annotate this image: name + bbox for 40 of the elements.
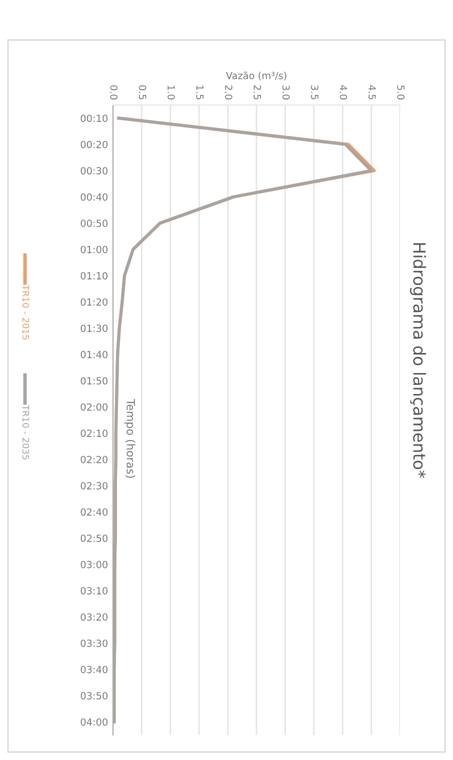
x-tick-label: 0.5 [138, 85, 146, 100]
y-tick-label: 02:00 [80, 403, 108, 411]
text: TR10 - 2035 [22, 404, 30, 460]
y-tick-label: 01:40 [80, 350, 108, 358]
y-tick-label: 01:00 [80, 246, 108, 254]
y-tick-label: 00:50 [80, 220, 108, 227]
x-tick-label: 0.0 [110, 85, 118, 100]
y-tick-label: 01:50 [80, 377, 108, 384]
x-tick-label: 4.0 [340, 85, 348, 100]
y-tick-label: 04:00 [80, 718, 108, 726]
text: Hidrograma do lançamento* [410, 243, 426, 478]
x-axis-title: Vazão (m³/s) [226, 72, 286, 80]
text: TR10 - 2015 [22, 284, 30, 340]
y-tick-label: 01:10 [80, 272, 108, 280]
y-tick-label: 02:50 [80, 534, 108, 542]
y-tick-label: 01:30 [80, 324, 108, 332]
y-axis-title: Tempo (horas) [124, 399, 136, 478]
x-tick-label: 3.0 [282, 85, 290, 100]
x-tick-label: 1.5 [196, 86, 204, 100]
y-tick-label: 03:00 [80, 560, 108, 568]
y-tick-label: 02:40 [80, 508, 108, 516]
y-tick-label: 03:40 [80, 666, 108, 674]
y-tick-label: 03:20 [80, 613, 108, 621]
x-tick-label: 3.5 [311, 85, 318, 100]
y-tick-label: 03:50 [80, 692, 108, 700]
y-tick-label: 03:10 [80, 587, 108, 594]
x-tick-label: 2.5 [254, 85, 262, 100]
x-tick-label: 2.0 [224, 85, 232, 100]
x-tick-label: 4.5 [368, 85, 376, 100]
y-tick-label: 00:20 [80, 140, 108, 148]
x-tick-label: 5.0 [397, 85, 405, 100]
y-tick-label: 02:30 [80, 482, 108, 490]
y-tick-label: 00:30 [80, 167, 108, 174]
x-tick-label: 1.0 [168, 86, 175, 100]
y-tick-label: 03:30 [80, 640, 108, 647]
y-tick-label: 02:10 [80, 430, 108, 437]
y-tick-label: 00:10 [80, 114, 108, 122]
y-tick-label: 02:20 [80, 456, 108, 464]
y-tick-label: 00:40 [80, 193, 108, 201]
y-tick-label: 01:20 [80, 298, 108, 306]
